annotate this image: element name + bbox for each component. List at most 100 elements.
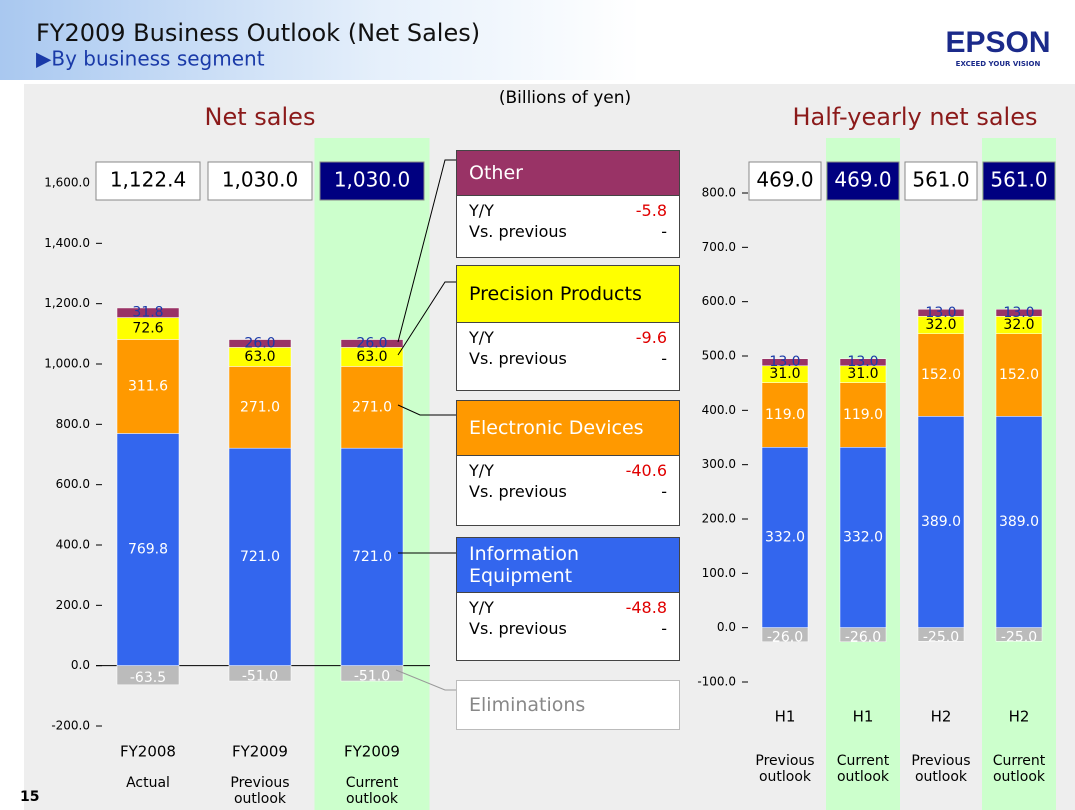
y-tick-label: 600.0 <box>56 477 90 491</box>
value-label: 721.0 <box>352 549 392 565</box>
legend-row: Vs. previous - <box>469 618 667 639</box>
total-box <box>319 161 425 201</box>
bar-segment <box>917 416 965 628</box>
y-tick-label: -100.0 <box>697 675 736 689</box>
total-label: 1,122.4 <box>110 168 186 192</box>
bar-segment <box>116 665 180 686</box>
value-label: 26.0 <box>356 335 387 351</box>
value-label: -26.0 <box>767 630 803 646</box>
x-tick-label: FY2009 <box>344 743 400 761</box>
value-label: 152.0 <box>921 367 961 383</box>
bar-segment <box>917 627 965 642</box>
vs-label: Vs. previous <box>469 482 567 501</box>
value-label: 152.0 <box>999 367 1039 383</box>
value-label: 332.0 <box>843 529 883 545</box>
y-tick-label: 800.0 <box>702 186 736 200</box>
x-tick-label: H1 <box>775 708 796 726</box>
value-label: -51.0 <box>354 668 390 684</box>
yy-label: Y/Y <box>469 328 494 347</box>
value-label: 63.0 <box>244 349 275 365</box>
bar-segment <box>761 358 809 367</box>
bar-segment <box>995 309 1043 317</box>
title: FY2009 Business Outlook (Net Sales) <box>36 19 480 47</box>
x-sub-label: Current outlook <box>345 775 399 807</box>
x-sub-label: Previous outlook <box>755 753 815 785</box>
y-tick-label: 200.0 <box>702 512 736 526</box>
legend-row: Y/Y -5.8 <box>469 200 667 221</box>
bar-segment <box>839 382 887 448</box>
connectors <box>395 159 456 691</box>
logo: EPSON <box>945 26 1050 59</box>
connector <box>397 159 456 343</box>
vs-value: - <box>661 619 667 638</box>
value-label: 389.0 <box>999 514 1039 530</box>
total-box <box>904 161 978 201</box>
yy-value: -5.8 <box>635 201 667 220</box>
bar-segment <box>839 358 887 367</box>
value-label: -51.0 <box>242 668 278 684</box>
x-sub-label: Current outlook <box>836 753 890 785</box>
value-label: 13.0 <box>1003 305 1034 321</box>
legend-body: Y/Y -9.6 Vs. previous - <box>456 323 680 391</box>
legend-header: Other <box>456 150 680 196</box>
value-label: 13.0 <box>925 305 956 321</box>
total-label: 469.0 <box>834 168 891 192</box>
value-label: 271.0 <box>352 399 392 415</box>
y-tick-label: 500.0 <box>702 349 736 363</box>
legend-row: Y/Y -48.8 <box>469 597 667 618</box>
bar-segment <box>340 339 404 348</box>
legend-header: Electronic Devices <box>456 400 680 456</box>
total-label: 561.0 <box>912 168 969 192</box>
x-tick-label: FY2009 <box>232 743 288 761</box>
legend-header: Information Equipment <box>456 537 680 593</box>
x-tick-label: H1 <box>853 708 874 726</box>
y-tick-label: 600.0 <box>702 294 736 308</box>
x-tick-label: H2 <box>931 708 952 726</box>
bar-segment <box>340 447 404 666</box>
value-label: 389.0 <box>921 514 961 530</box>
total-label: 561.0 <box>990 168 1047 192</box>
vs-value: - <box>661 482 667 501</box>
total-box <box>207 161 313 201</box>
bar-segment <box>761 627 809 643</box>
connector <box>397 281 456 356</box>
value-label: 63.0 <box>356 349 387 365</box>
value-label: 13.0 <box>769 354 800 370</box>
value-label: 119.0 <box>843 407 883 423</box>
value-label: -25.0 <box>1001 629 1037 645</box>
legend-row: Vs. previous - <box>469 481 667 502</box>
y-tick-label: 800.0 <box>56 417 90 431</box>
x-tick-label: FY2008 <box>120 743 176 761</box>
vs-label: Vs. previous <box>469 349 567 368</box>
yy-value: -9.6 <box>635 328 667 347</box>
y-tick-label: 0.0 <box>717 620 736 634</box>
y-tick-label: 1,400.0 <box>44 236 90 250</box>
legend-row: Vs. previous - <box>469 221 667 242</box>
connector <box>397 404 456 416</box>
legend-row: Y/Y -9.6 <box>469 327 667 348</box>
value-label: 332.0 <box>765 529 805 545</box>
y-tick-label: 200.0 <box>56 598 90 612</box>
x-sub-label: Previous outlook <box>230 775 290 807</box>
y-tick-label: 1,000.0 <box>44 357 90 371</box>
bar-segment <box>228 447 292 666</box>
y-tick-label: -200.0 <box>51 719 90 733</box>
bar-segment <box>228 665 292 682</box>
value-label: 31.8 <box>132 305 163 321</box>
value-label: 31.0 <box>847 366 878 382</box>
bar-segment <box>839 627 887 643</box>
total-box <box>748 161 822 201</box>
y-tick-label: 400.0 <box>702 403 736 417</box>
bar-segment <box>995 333 1043 417</box>
x-sub-label: Previous outlook <box>911 753 971 785</box>
bar-segment <box>917 333 965 417</box>
vs-value: - <box>661 349 667 368</box>
legend-header: Precision Products <box>456 265 680 323</box>
value-label: -63.5 <box>130 670 166 686</box>
value-label: 32.0 <box>1003 317 1034 333</box>
y-tick-label: 1,200.0 <box>44 296 90 310</box>
value-label: 311.6 <box>128 378 168 394</box>
y-tick-label: 1,600.0 <box>44 176 90 190</box>
y-tick-label: 700.0 <box>702 240 736 254</box>
value-label: 31.0 <box>769 366 800 382</box>
